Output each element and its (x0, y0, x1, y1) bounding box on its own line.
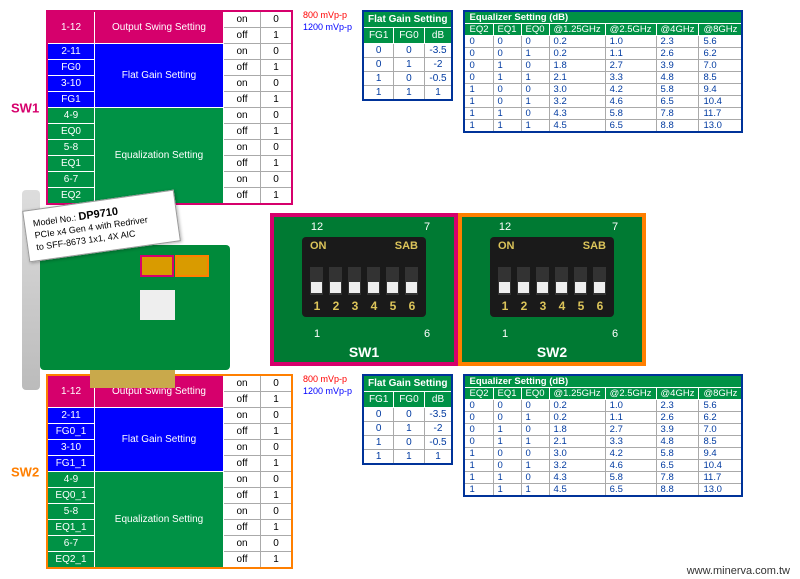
flat-gain-table-top: Flat Gain SettingFG1FG0dB00-3.501-210-0.… (362, 10, 453, 101)
sff-socket (140, 290, 175, 320)
v800-label-b: 800 mVp-p (303, 374, 352, 386)
sw1-config-table: 1-12Output Swing Settingon0off12-11Flat … (46, 10, 293, 205)
equalizer-table-bot: Equalizer Setting (dB)EQ2EQ1EQ0@1.25GHz@… (463, 374, 743, 497)
flat-gain-table-bot: Flat Gain SettingFG1FG0dB00-3.501-210-0.… (362, 374, 453, 465)
dip-sw1-closeup: ONSAB12345612716SW1 (270, 213, 458, 366)
sw2-label: SW2 (11, 464, 39, 479)
sw2-config-table: 1-12Output Swing Settingon0off12-11Flat … (46, 374, 293, 569)
footer-url: www.minerva.com.tw (687, 565, 790, 577)
voltage-note-bot: 800 mVp-p 1200 mVp-p (303, 374, 352, 397)
pcie-edge (90, 370, 175, 388)
dip-sw2-on-board (175, 255, 209, 277)
v1200-label-b: 1200 mVp-p (303, 386, 352, 398)
equalizer-table-top: Equalizer Setting (dB)EQ2EQ1EQ0@1.25GHz@… (463, 10, 743, 133)
v1200-label: 1200 mVp-p (303, 22, 352, 34)
sw1-label: SW1 (11, 100, 39, 115)
dip-sw1-on-board (140, 255, 174, 277)
voltage-note-top: 800 mVp-p 1200 mVp-p (303, 10, 352, 33)
dip-sw2-closeup: ONSAB12345612716SW2 (458, 213, 646, 366)
dip-switch-row: ONSAB12345612716SW1 ONSAB12345612716SW2 (270, 213, 790, 366)
pcb-illustration (40, 245, 230, 370)
v800-label: 800 mVp-p (303, 10, 352, 22)
